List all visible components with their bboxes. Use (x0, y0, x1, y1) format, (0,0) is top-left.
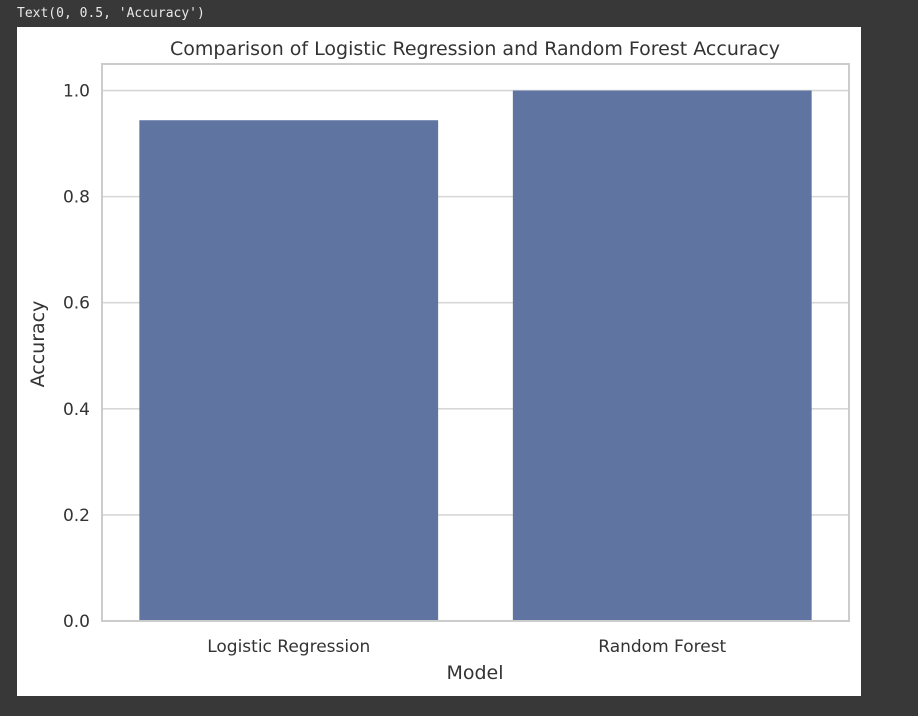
y-axis-label: Accuracy (27, 301, 49, 388)
x-tick-labels: Logistic Regression Random Forest (207, 637, 726, 657)
cell-output-text: Text(0, 0.5, 'Accuracy') (17, 6, 205, 21)
chart-figure: 0.0 0.2 0.4 0.6 0.8 1.0 Logistic Regression Ra… (17, 27, 861, 696)
bars (139, 90, 812, 622)
bar-chart: 0.0 0.2 0.4 0.6 0.8 1.0 Logistic Regression Ra… (27, 38, 850, 684)
y-tick-label: 0.2 (63, 506, 90, 526)
plot-frame (101, 63, 850, 622)
chart-title: Comparison of Logistic Regression and Ra… (170, 38, 780, 60)
x-axis-label: Model (446, 662, 503, 684)
y-tick-label: 0.6 (63, 294, 90, 314)
x-tick-label: Random Forest (598, 637, 726, 657)
bar (139, 120, 439, 622)
y-tick-label: 0.8 (63, 188, 90, 208)
x-tick-label: Logistic Regression (207, 637, 370, 657)
y-tick-label: 1.0 (63, 82, 90, 102)
y-tick-label: 0.0 (63, 612, 90, 632)
y-tick-labels: 0.0 0.2 0.4 0.6 0.8 1.0 (63, 82, 90, 632)
bar (512, 90, 812, 622)
y-tick-label: 0.4 (63, 400, 90, 420)
